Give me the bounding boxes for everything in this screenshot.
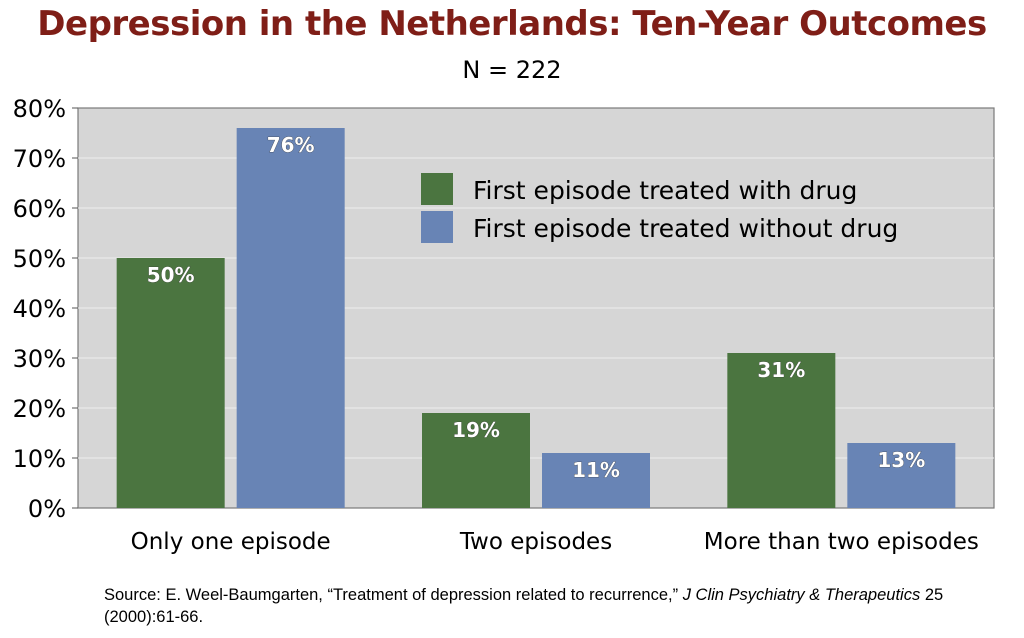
legend-swatch [421, 173, 453, 205]
chart-subtitle: N = 222 [462, 56, 562, 84]
x-tick-label: More than two episodes [704, 529, 979, 555]
data-label: 76% [267, 133, 315, 157]
footnote-suffix: 25 (2000):61-66. [104, 586, 944, 626]
y-tick-label: 20% [13, 395, 66, 423]
y-tick-label: 60% [13, 195, 66, 223]
y-tick-label: 0% [28, 495, 66, 523]
bar [422, 413, 530, 508]
y-tick-label: 80% [13, 95, 66, 123]
bar [847, 443, 956, 508]
legend-label: First episode treated with drug [473, 176, 857, 205]
data-label: 11% [572, 458, 620, 482]
x-tick-label: Only one episode [131, 529, 331, 555]
source-footnote: Source: E. Weel-Baumgarten, “Treatment o… [104, 584, 1004, 628]
chart-title: Depression in the Netherlands: Ten-Year … [37, 4, 987, 44]
y-tick-label: 30% [13, 345, 66, 373]
bar [727, 353, 836, 508]
bar [542, 453, 650, 508]
y-tick-label: 70% [13, 145, 66, 173]
data-label: 19% [452, 418, 500, 442]
data-label: 50% [147, 263, 195, 287]
footnote-journal: J Clin Psychiatry & Therapeutics [682, 586, 921, 604]
y-tick-label: 40% [13, 295, 66, 323]
data-label: 31% [757, 358, 805, 382]
y-tick-label: 10% [13, 445, 66, 473]
data-label: 13% [877, 448, 925, 472]
footnote-prefix: Source: E. Weel-Baumgarten, “Treatment o… [104, 586, 679, 604]
legend-label: First episode treated without drug [473, 214, 898, 243]
x-tick-label: Two episodes [459, 529, 612, 555]
bar [116, 258, 225, 508]
bar-chart: 0% 10% 20% 30% 40% 50% 60% 70% 80% 50% 76% Only one… [13, 95, 995, 555]
y-tick-label: 50% [13, 245, 66, 273]
legend-swatch [421, 211, 453, 243]
bar [236, 128, 345, 508]
